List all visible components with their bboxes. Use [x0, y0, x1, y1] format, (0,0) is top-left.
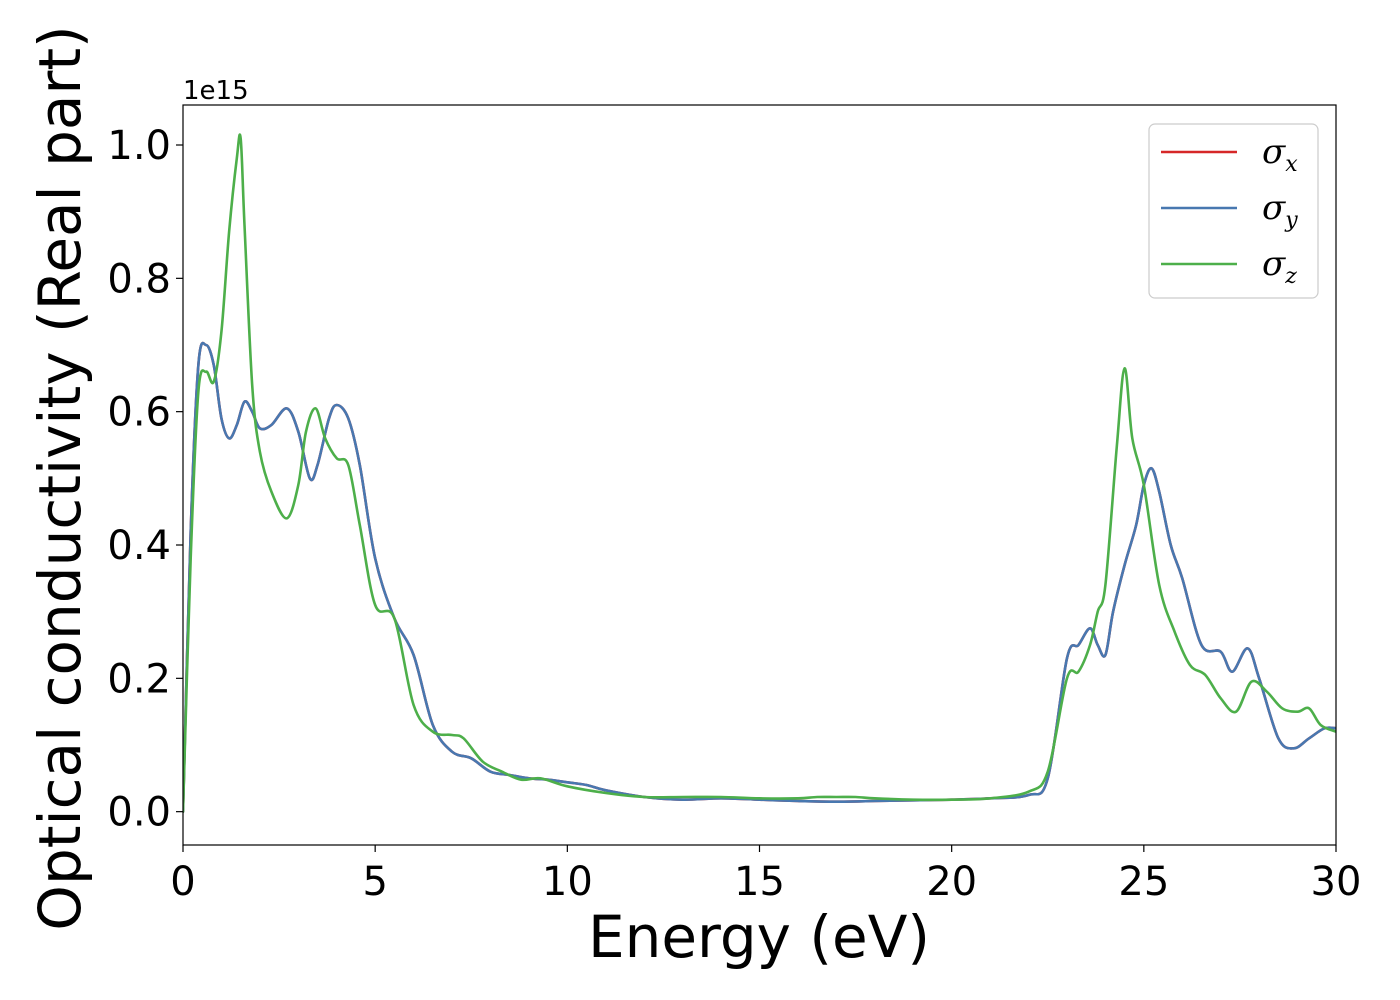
y-tick-label: 1.0	[107, 123, 171, 169]
y-axis-ticks: 0.0 0.2 0.4 0.6 0.8 1.0	[107, 123, 183, 836]
y-tick-label: 0.6	[107, 390, 171, 436]
legend-box	[1148, 123, 1319, 299]
x-axis-label: Energy (eV)	[588, 903, 930, 971]
series-layer	[183, 133, 1336, 813]
x-tick-label: 30	[1311, 859, 1362, 905]
y-tick-label: 0.0	[107, 790, 171, 836]
y-offset-label: 1e15	[183, 76, 249, 106]
y-axis-label: Optical conductivity (Real part)	[26, 25, 94, 930]
legend-label-z: σz	[1262, 244, 1297, 289]
series-line-z	[183, 133, 1336, 813]
y-tick-label: 0.8	[107, 256, 171, 302]
x-tick-label: 5	[362, 859, 387, 905]
y-tick-label: 0.4	[107, 523, 171, 569]
x-tick-label: 10	[542, 859, 593, 905]
x-tick-label: 20	[926, 859, 977, 905]
legend: σx σy σz	[1148, 123, 1319, 299]
x-tick-label: 15	[734, 859, 785, 905]
x-axis-ticks: 0 5 10 15 20 25 30	[170, 845, 1361, 905]
x-tick-label: 25	[1118, 859, 1169, 905]
y-tick-label: 0.2	[107, 656, 171, 702]
x-tick-label: 0	[170, 859, 195, 905]
legend-label-x: σx	[1262, 132, 1298, 177]
legend-label-y: σy	[1262, 188, 1298, 233]
